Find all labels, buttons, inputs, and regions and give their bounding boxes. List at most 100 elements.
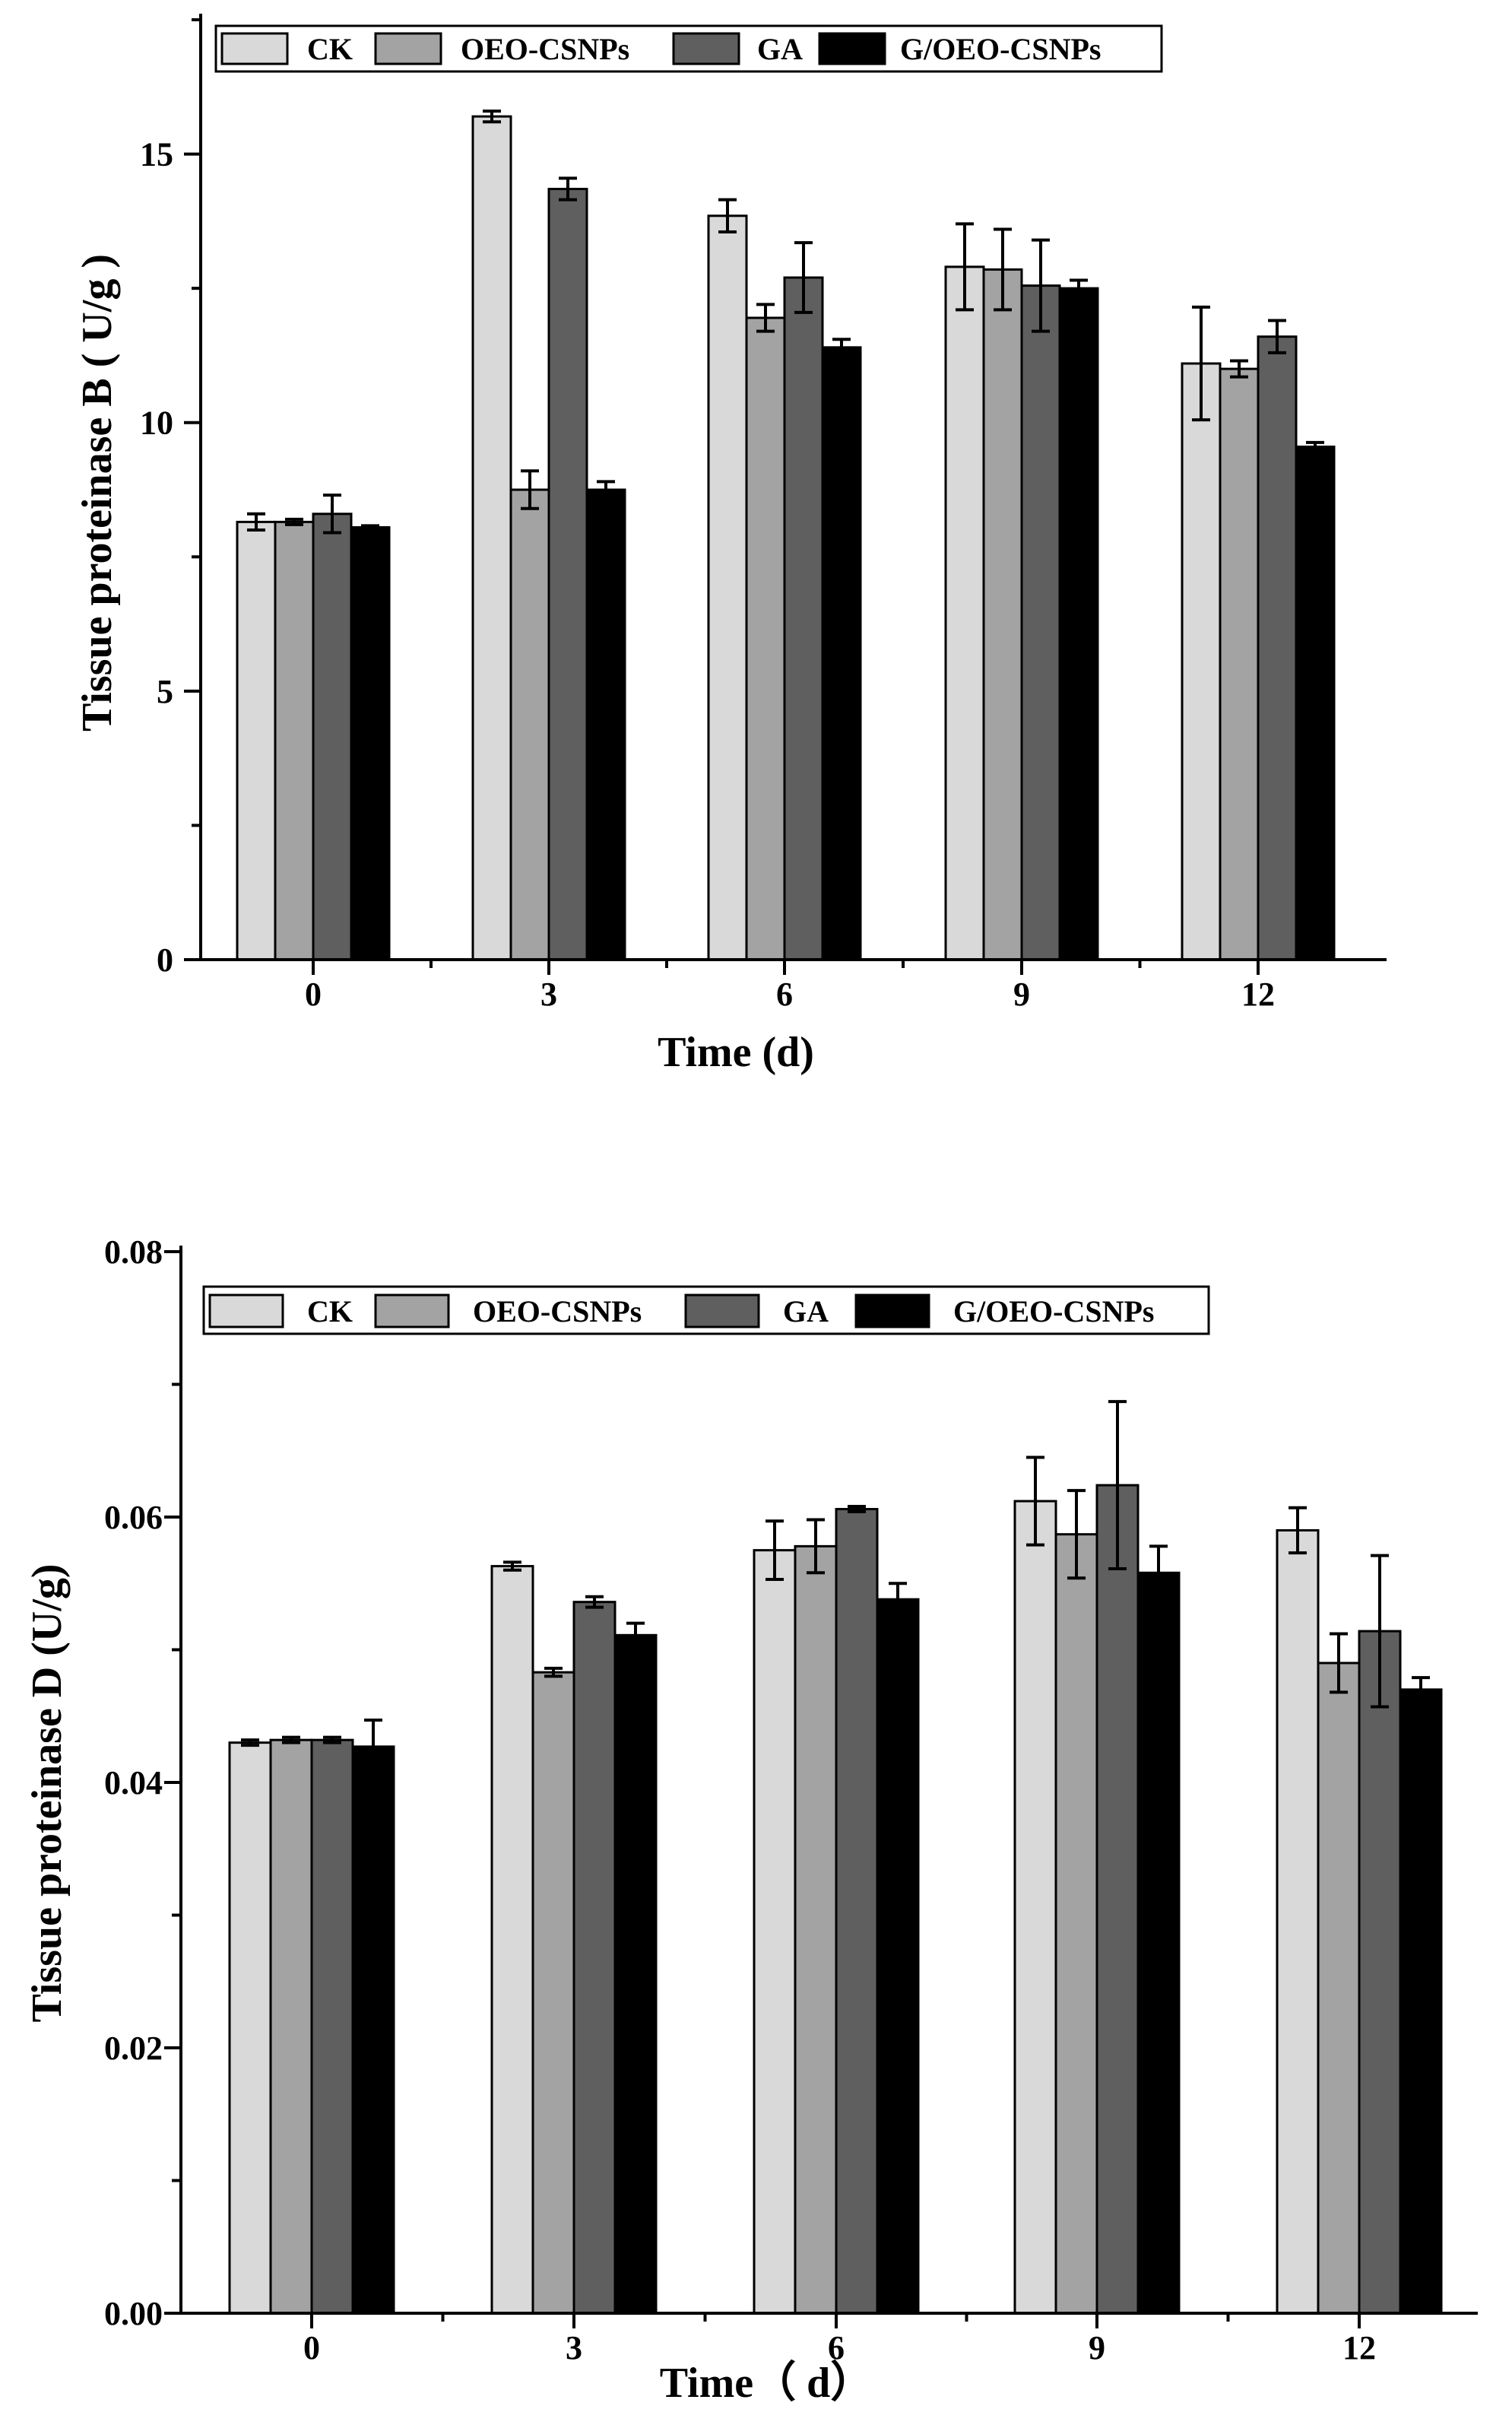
error-bar xyxy=(323,494,341,535)
bar-ck-3 xyxy=(471,115,512,961)
bar-ck-6 xyxy=(707,214,748,961)
error-bar xyxy=(361,524,379,531)
bar-g-oeo-csnps-0 xyxy=(350,525,391,961)
legend-swatch-ga xyxy=(684,1293,760,1328)
y-tick-label: 10 xyxy=(140,405,173,442)
bars xyxy=(236,115,1336,961)
x-tick-label: 0 xyxy=(305,976,322,1013)
error-bar xyxy=(521,469,539,510)
axes: 0 5 10 15 0 3 6 9 12 xyxy=(140,14,1387,1013)
error-bar xyxy=(1192,305,1210,422)
legend-label-g-oeo-csnps: G/OEO-CSNPs xyxy=(953,1294,1154,1328)
bar-g-oeo-csnps-9 xyxy=(1058,287,1099,961)
error-bar xyxy=(718,198,737,233)
bar-ga-9 xyxy=(1095,1484,1140,2315)
bar-ga-12 xyxy=(1257,335,1298,961)
y-tick-label: 0.04 xyxy=(104,1764,163,1801)
error-bar xyxy=(1067,1489,1086,1580)
bar-oeo-csnps-3 xyxy=(531,1671,575,2315)
error-bar xyxy=(807,1518,825,1575)
x-tick-label: 6 xyxy=(776,976,793,1013)
error-bar xyxy=(597,480,615,500)
y-tick-label: 5 xyxy=(157,673,173,710)
x-tick-label: 3 xyxy=(566,2329,582,2366)
bar-oeo-csnps-6 xyxy=(794,1544,838,2315)
bar-ck-9 xyxy=(944,265,985,961)
error-bar xyxy=(1070,278,1088,298)
error-bar xyxy=(1230,359,1248,379)
bar-g-oeo-csnps-9 xyxy=(1136,1571,1181,2315)
x-axis-title: Time (d) xyxy=(658,1029,814,1076)
error-bar xyxy=(832,338,851,357)
error-bar xyxy=(1289,1506,1307,1555)
bar-g-oeo-csnps-12 xyxy=(1399,1688,1443,2315)
error-bar xyxy=(756,303,775,333)
y-axis-title: Tissue proteinase D (U/g) xyxy=(24,1563,71,2022)
legend-label-g-oeo-csnps: G/OEO-CSNPs xyxy=(900,32,1101,66)
error-bar xyxy=(889,1582,907,1617)
legend-label-ck: CK xyxy=(307,1294,353,1328)
error-bar xyxy=(994,227,1012,312)
legend-label-ga: GA xyxy=(783,1294,829,1328)
legend-swatch-g-oeo-csnps xyxy=(854,1293,930,1328)
bar-oeo-csnps-6 xyxy=(745,316,786,961)
x-tick-label: 0 xyxy=(303,2329,320,2366)
chart-proteinase-b: CK OEO-CSNPs GA G/OEO-CSNPs 0 5 10 15 0 3 6 9 12… xyxy=(74,14,1387,1076)
bar-oeo-csnps-12 xyxy=(1219,367,1260,961)
error-bar xyxy=(241,1738,259,1747)
bar-ck-9 xyxy=(1013,1500,1057,2315)
legend-label-oeo-csnps: OEO-CSNPs xyxy=(473,1294,642,1328)
legend-swatch-ck xyxy=(208,1293,284,1328)
bar-oeo-csnps-0 xyxy=(269,1738,313,2315)
bar-ga-9 xyxy=(1020,284,1061,961)
legend-swatch-ck xyxy=(220,32,289,65)
error-bar xyxy=(1149,1544,1168,1601)
error-bar xyxy=(1306,440,1324,453)
bar-g-oeo-csnps-12 xyxy=(1295,445,1336,961)
y-axis-title: Tissue proteinase B ( U/g ) xyxy=(74,254,121,732)
error-bar xyxy=(1330,1632,1348,1694)
error-bar xyxy=(247,512,265,532)
bar-g-oeo-csnps-6 xyxy=(876,1598,920,2315)
error-bar xyxy=(1412,1676,1430,1703)
x-tick-label: 3 xyxy=(540,976,557,1013)
y-tick-label: 0.02 xyxy=(104,2030,163,2067)
bar-ga-3 xyxy=(547,187,588,961)
bar-ck-0 xyxy=(236,520,277,961)
legend-swatch-g-oeo-csnps xyxy=(818,32,886,65)
legend-label-ck: CK xyxy=(307,32,353,66)
y-tick-label: 0.00 xyxy=(104,2295,163,2332)
legend: CK OEO-CSNPs GA G/OEO-CSNPs xyxy=(220,32,1101,66)
bar-ck-0 xyxy=(228,1741,272,2315)
legend-label-ga: GA xyxy=(757,32,803,66)
error-bar xyxy=(794,241,813,314)
error-bars xyxy=(241,1400,1430,1775)
error-bar xyxy=(544,1666,563,1678)
x-tick-label: 9 xyxy=(1013,976,1030,1013)
error-bar xyxy=(503,1560,521,1572)
error-bar xyxy=(1026,1455,1044,1547)
x-tick-label: 12 xyxy=(1342,2329,1376,2366)
legend: CK OEO-CSNPs GA G/OEO-CSNPs xyxy=(208,1293,1154,1328)
error-bar xyxy=(1032,238,1050,333)
error-bar xyxy=(585,1595,604,1609)
error-bar xyxy=(848,1505,866,1514)
error-bar xyxy=(282,1735,300,1744)
y-tick-label: 0.08 xyxy=(104,1233,163,1271)
error-bar xyxy=(285,517,303,526)
error-bar xyxy=(364,1718,382,1775)
legend-swatch-oeo-csnps xyxy=(374,1293,450,1328)
error-bar xyxy=(483,110,501,124)
bar-ga-6 xyxy=(835,1508,879,2315)
bar-g-oeo-csnps-0 xyxy=(351,1745,395,2315)
y-tick-label: 0 xyxy=(157,941,173,979)
bar-g-oeo-csnps-6 xyxy=(821,346,862,961)
bar-ga-0 xyxy=(312,513,353,961)
bar-ga-12 xyxy=(1358,1630,1402,2315)
error-bar xyxy=(1108,1400,1127,1571)
error-bar xyxy=(1371,1554,1389,1709)
bar-ck-12 xyxy=(1181,362,1222,961)
error-bar xyxy=(1268,319,1286,354)
